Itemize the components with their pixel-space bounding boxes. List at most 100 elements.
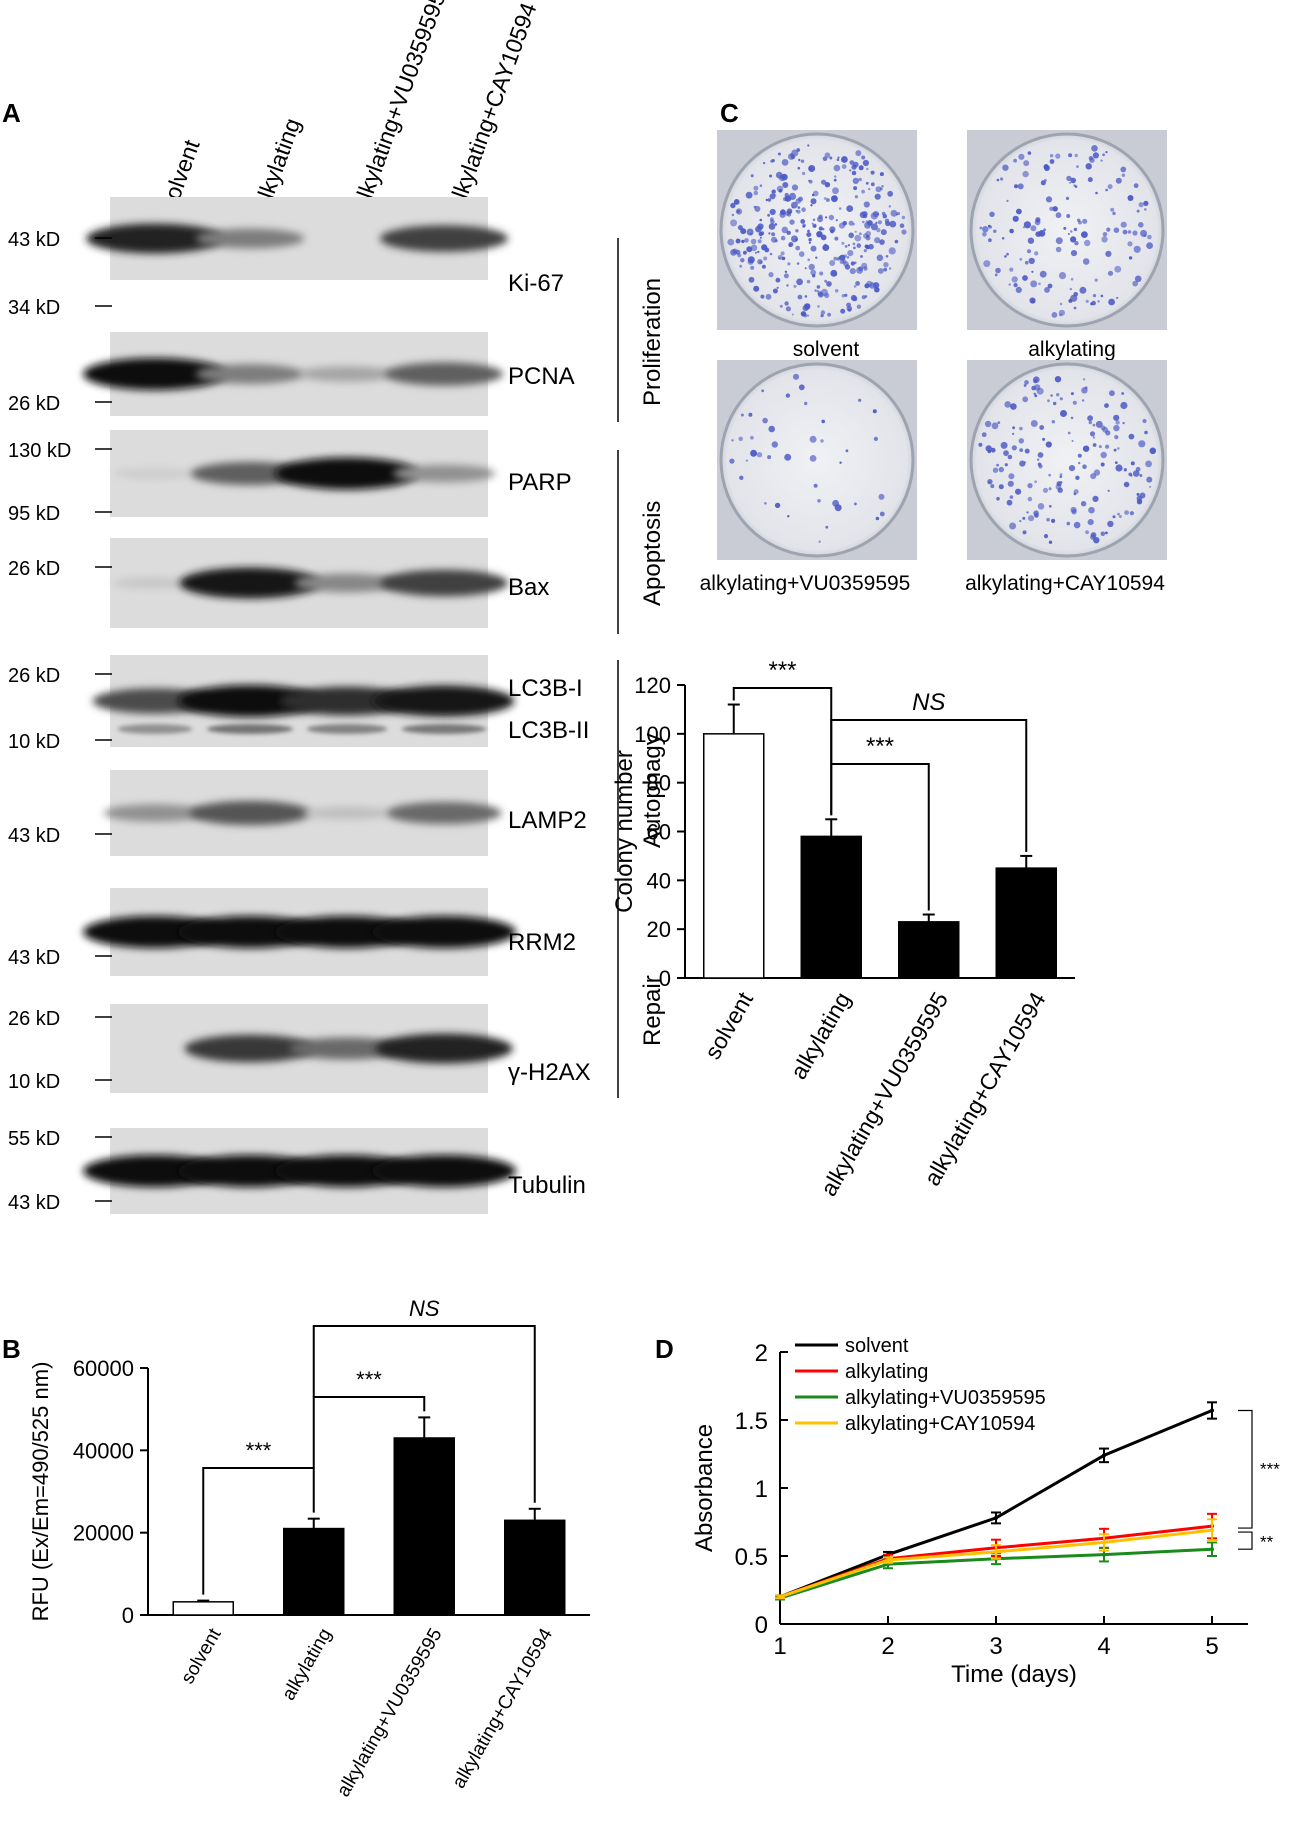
colony-dot: [1003, 450, 1009, 456]
colony-dot: [1132, 280, 1139, 287]
colony-dot: [1034, 251, 1039, 256]
kd-marker-label: 26 kD: [8, 558, 60, 580]
colony-dot: [1138, 440, 1146, 448]
colony-dot: [769, 208, 776, 216]
colony-dot: [1043, 534, 1049, 539]
colony-dot: [769, 252, 773, 256]
colony-dot: [800, 219, 806, 224]
blot-band: [372, 1155, 516, 1187]
significance-bracket: [1238, 1531, 1253, 1550]
colony-dot: [784, 301, 789, 306]
blot-band: [190, 461, 310, 486]
colony-dot: [1133, 245, 1141, 253]
lane-labels: solvent alkylating alkylating+VU0359595 …: [155, 0, 541, 214]
colony-dot: [1007, 480, 1014, 487]
kd-marker-label: 26 kD: [8, 665, 60, 687]
colony-dot: [731, 439, 734, 442]
colony-dot: [815, 256, 818, 259]
colony-dot: [797, 294, 803, 300]
colony-dot: [828, 214, 835, 221]
colony-dot: [788, 243, 792, 247]
colony-dot: [818, 540, 821, 543]
blot-row: 43 kD 34 kD Ki-67: [8, 197, 564, 319]
colony-dot: [1075, 475, 1080, 480]
colony-dot: [1105, 151, 1108, 154]
significance-label: NS: [409, 1296, 440, 1321]
colony-dot: [1123, 481, 1130, 488]
colony-dot: [784, 453, 792, 461]
colony-dot: [1070, 392, 1074, 396]
colony-dot: [1044, 179, 1047, 182]
colony-dot: [1048, 504, 1052, 508]
colony-dot: [1087, 519, 1094, 526]
colony-dot: [843, 261, 849, 267]
colony-dot: [1012, 215, 1019, 222]
group-label-apoptosis: Apoptosis: [639, 501, 666, 606]
colony-dot: [729, 458, 735, 464]
colony-dot: [743, 250, 747, 255]
colony-dot: [861, 262, 868, 269]
colony-dot: [764, 502, 767, 505]
colony-dot: [810, 198, 817, 205]
legend-label: alkylating: [845, 1361, 928, 1383]
legend-label: alkylating+VU0359595: [845, 1387, 1046, 1409]
colony-dot: [1095, 420, 1103, 428]
colony-dot: [852, 242, 856, 246]
significance-label: **: [1260, 1533, 1274, 1552]
colony-dot: [798, 251, 805, 257]
colony-dot: [1022, 275, 1028, 281]
colony-dot: [884, 218, 890, 223]
blot-band: [299, 366, 395, 382]
protein-label: Tubulin: [508, 1172, 586, 1199]
colony-dot: [756, 452, 763, 458]
protein-label: RRM2: [508, 929, 576, 956]
colony-dot: [833, 256, 838, 261]
significance-label: ***: [246, 1438, 272, 1463]
colony-dot: [1067, 431, 1071, 435]
colony-dot: [1006, 199, 1009, 202]
colony-dot: [769, 174, 773, 178]
colony-dot: [875, 186, 882, 193]
colony-dot: [858, 398, 862, 402]
significance-bracket: [202, 1467, 315, 1595]
protein-label: Ki-67: [508, 270, 564, 297]
colony-dot: [802, 225, 806, 228]
colony-dot: [761, 264, 766, 269]
group-label-proliferation: Proliferation: [639, 278, 666, 406]
colony-dot: [1082, 464, 1087, 470]
colony-dot: [821, 179, 827, 185]
colony-dot: [1031, 270, 1034, 273]
colony-dot: [774, 239, 778, 243]
colony-dot: [1107, 520, 1114, 528]
colony-dot: [849, 268, 856, 275]
colony-dot: [998, 466, 1004, 473]
x-tick-label: 2: [881, 1633, 894, 1660]
colony-dot: [741, 239, 745, 244]
colony-dot: [1046, 517, 1050, 522]
colony-dot: [753, 285, 760, 292]
colony-dot: [1009, 267, 1014, 272]
colony-dot: [1082, 445, 1090, 452]
blot-band: [386, 801, 502, 825]
colony-dot: [853, 246, 856, 250]
colony-dot: [864, 244, 869, 249]
colony-dot: [1059, 302, 1063, 306]
blot-band: [195, 364, 305, 384]
colony-dot: [782, 174, 788, 180]
plate-dish: [969, 132, 1165, 328]
kd-marker-label: 55 kD: [8, 1128, 60, 1150]
x-category-label: solvent: [699, 987, 758, 1064]
colony-dot: [841, 164, 847, 170]
colony-dot: [1092, 152, 1099, 159]
colony-dot: [1035, 231, 1042, 238]
colony-dot: [745, 191, 753, 199]
colony-dot: [785, 306, 792, 312]
colony-dot: [1034, 384, 1041, 391]
colony-dot: [824, 243, 827, 246]
colony-dot: [1085, 163, 1092, 170]
colony-dot: [1059, 475, 1063, 479]
blot-band: [279, 686, 415, 716]
colony-dot: [851, 170, 857, 176]
colony-dot: [847, 244, 851, 247]
colony-dot: [996, 178, 1000, 182]
